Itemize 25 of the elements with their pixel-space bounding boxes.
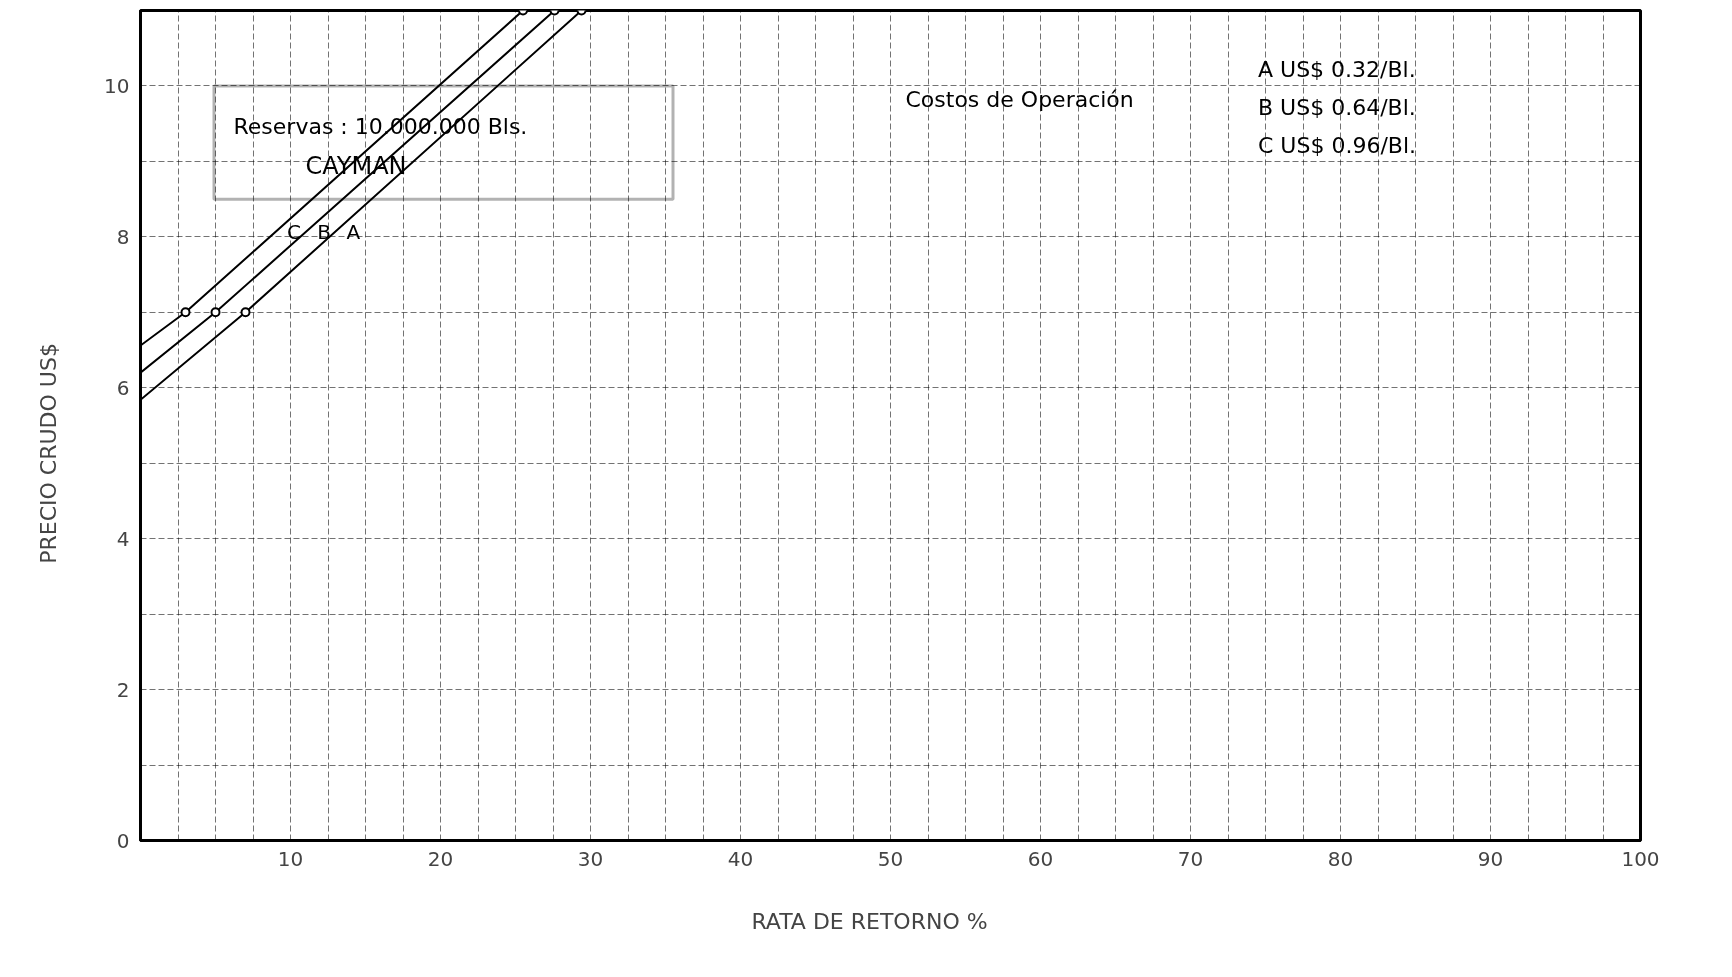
x-tick-label: 30 <box>577 846 604 871</box>
annotation: B US$ 0.64/Bl. <box>1258 94 1416 120</box>
series-label: B <box>317 220 332 245</box>
y-tick-label: 0 <box>116 828 130 853</box>
y-tick-label: 6 <box>116 375 130 400</box>
y-tick-label: 10 <box>104 73 130 98</box>
x-tick-label: 80 <box>1327 846 1354 871</box>
annotation: A US$ 0.32/Bl. <box>1258 57 1416 83</box>
y-axis-title: PRECIO CRUDO US$ <box>36 343 62 564</box>
annotation: C US$ 0.96/Bl. <box>1258 132 1417 158</box>
x-tick-label: 10 <box>277 846 304 871</box>
x-tick-label: 60 <box>1027 846 1054 871</box>
x-tick-label: 40 <box>727 846 754 871</box>
x-tick-label: 90 <box>1477 846 1504 871</box>
y-tick-label: 2 <box>116 677 130 702</box>
x-tick-label: 70 <box>1177 846 1204 871</box>
x-tick-label: 100 <box>1621 846 1660 871</box>
x-tick-label: 50 <box>877 846 904 871</box>
y-tick-label: 4 <box>116 526 130 551</box>
series-label: A <box>346 220 361 245</box>
y-tick-label: 8 <box>116 224 130 249</box>
annotation: Costos de Operación <box>905 87 1134 113</box>
x-axis-title: RATA DE RETORNO % <box>751 908 988 934</box>
series-label: C <box>286 220 301 245</box>
x-tick-label: 20 <box>427 846 454 871</box>
